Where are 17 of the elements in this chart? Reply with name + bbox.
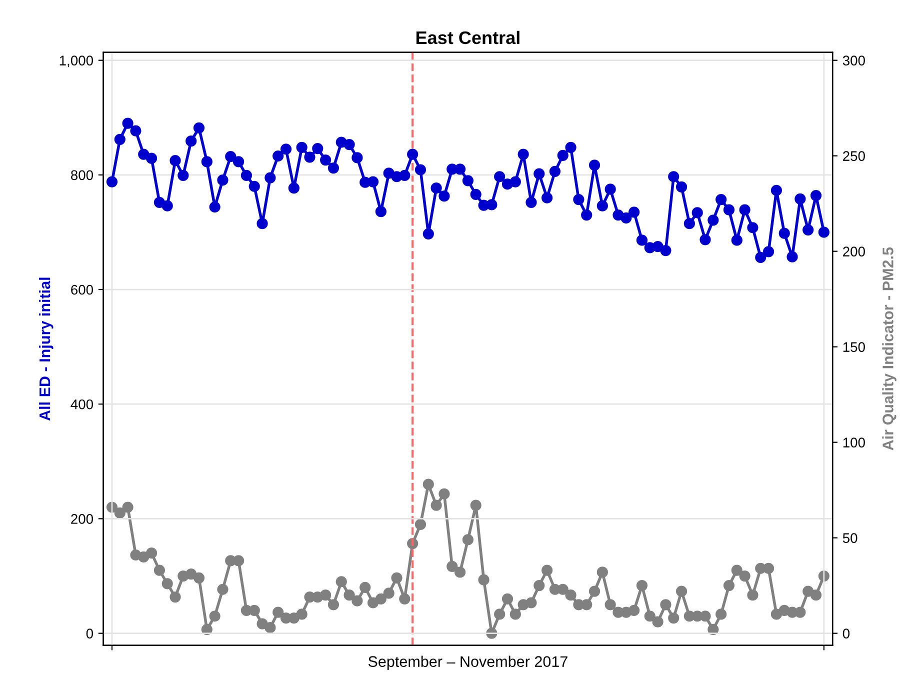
y-axis-title: All ED - Injury initial [39,278,54,421]
y-tick-label: 400 [70,399,94,410]
y-tick-label: 0 [86,628,94,638]
y-tick-label: 600 [71,284,94,295]
y2-axis-title: Air Quality Indicator - PM2.5 [882,247,896,450]
y2-tick-label: 300 [842,56,865,66]
chart-title: East Central [416,30,520,44]
y2-tick-label: 0 [842,628,850,638]
y2-tick-label: 50 [842,533,858,543]
y2-tick-label: 250 [843,151,865,161]
y2-tick-label: 200 [843,246,865,256]
y-tick-label: 200 [71,514,94,524]
x-axis-title: September – November 2017 [368,656,568,670]
y-tick-label: 800 [70,170,94,180]
y-tick-label: 1,000 [60,56,94,68]
y2-tick-label: 100 [843,438,865,448]
y2-tick-label: 150 [843,342,865,352]
